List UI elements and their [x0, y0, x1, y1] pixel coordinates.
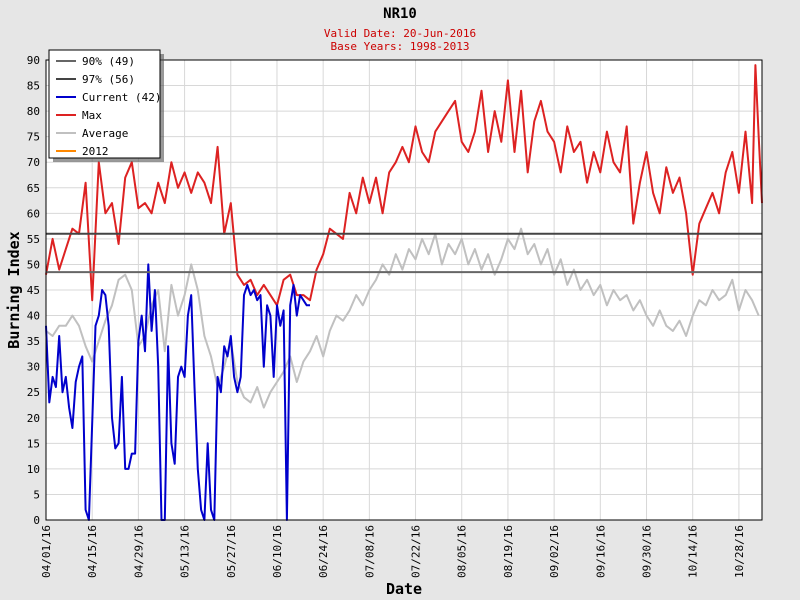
- y-tick-label: 75: [27, 131, 40, 144]
- chart-subtitle-valid-date: Valid Date: 20-Jun-2016: [324, 27, 476, 40]
- x-axis-label: Date: [386, 580, 422, 598]
- series-line-max: [45, 64, 763, 307]
- y-tick-label: 60: [27, 207, 40, 220]
- y-tick-label: 85: [27, 80, 40, 93]
- x-tick-label: 09/02/16: [548, 525, 561, 578]
- y-axis-ticks: 0 5 10 15 20 25 30 35 40 45 50 55 60 65 70 75 80 85 90: [27, 54, 40, 527]
- plot-border: [45, 59, 763, 521]
- x-axis-ticks: 04/01/16 04/15/16 04/29/16 05/13/16 05/27/16…: [40, 525, 746, 578]
- legend-label: Average: [82, 127, 128, 140]
- x-tick-label: 08/19/16: [502, 525, 515, 578]
- series-lines: [45, 64, 763, 521]
- series-line-current-42: [45, 263, 310, 521]
- y-tick-label: 65: [27, 182, 40, 195]
- x-tick-label: 09/30/16: [641, 525, 654, 578]
- y-axis-label: Burning Index: [5, 231, 23, 348]
- y-tick-label: 70: [27, 156, 40, 169]
- x-tick-label: 10/14/16: [687, 525, 700, 578]
- x-tick-label: 08/05/16: [456, 525, 469, 578]
- y-tick-label: 25: [27, 386, 40, 399]
- y-tick-label: 0: [33, 514, 40, 527]
- x-tick-label: 05/13/16: [179, 525, 192, 578]
- series-line-average: [45, 227, 760, 409]
- legend-box: [48, 49, 161, 159]
- x-tick-label: 07/22/16: [410, 525, 423, 578]
- y-tick-label: 55: [27, 233, 40, 246]
- x-tick-label: 05/27/16: [225, 525, 238, 578]
- legend-label: 2012: [82, 145, 109, 158]
- chart-title: NR10: [383, 6, 417, 22]
- x-tick-label: 10/28/16: [733, 525, 746, 578]
- y-tick-label: 15: [27, 437, 40, 450]
- x-tick-label: 06/24/16: [317, 525, 330, 578]
- y-tick-label: 90: [27, 54, 40, 67]
- legend-label: Current (42): [82, 91, 161, 104]
- y-tick-label: 80: [27, 105, 40, 118]
- x-tick-label: 06/10/16: [271, 525, 284, 578]
- y-tick-label: 35: [27, 335, 40, 348]
- y-tick-label: 40: [27, 310, 40, 323]
- y-tick-label: 20: [27, 412, 40, 425]
- legend-label: Max: [82, 109, 102, 122]
- y-tick-label: 5: [33, 488, 40, 501]
- y-tick-label: 30: [27, 361, 40, 374]
- x-tick-label: 04/15/16: [86, 525, 99, 578]
- legend-label: 97% (56): [82, 73, 135, 86]
- chart-subtitle-base-years: Base Years: 1998-2013: [330, 40, 469, 53]
- x-tick-label: 09/16/16: [594, 525, 607, 578]
- x-tick-label: 07/08/16: [363, 525, 376, 578]
- y-tick-label: 10: [27, 463, 40, 476]
- x-tick-label: 04/29/16: [132, 525, 145, 578]
- x-tick-label: 04/01/16: [40, 525, 53, 578]
- y-tick-label: 50: [27, 258, 40, 271]
- legend-label: 90% (49): [82, 55, 135, 68]
- y-tick-label: 45: [27, 284, 40, 297]
- legend: 90% (49) 97% (56) Current (42) Max Average 20…: [48, 49, 164, 162]
